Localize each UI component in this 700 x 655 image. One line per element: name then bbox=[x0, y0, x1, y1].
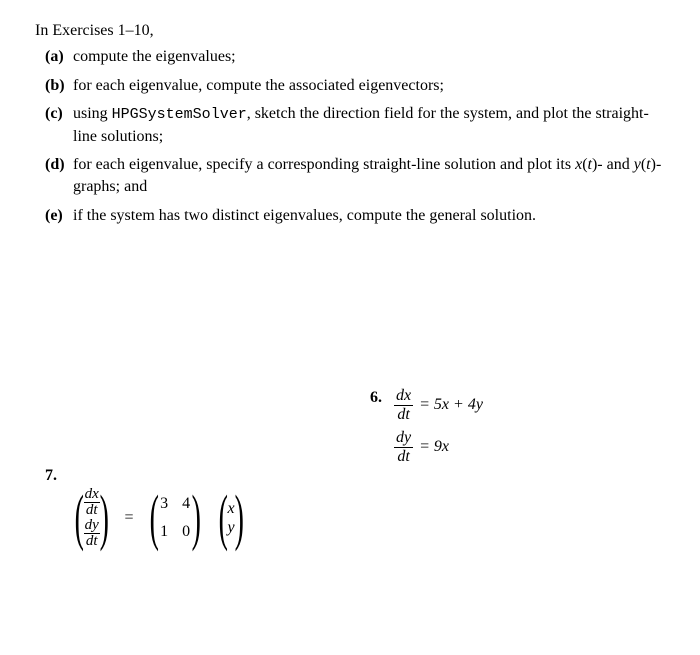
fraction: dx dt bbox=[394, 387, 413, 423]
equals-sign: = bbox=[124, 507, 133, 529]
code-text: HPGSystemSolver bbox=[112, 106, 247, 123]
instruction-e: (e) if the system has two distinct eigen… bbox=[45, 205, 665, 227]
instruction-list: (a) compute the eigenvalues; (b) for eac… bbox=[35, 46, 665, 227]
item-label: (b) bbox=[45, 75, 73, 97]
paren-left: ( bbox=[149, 487, 158, 549]
paren-right: ) bbox=[192, 487, 201, 549]
item-label: (e) bbox=[45, 205, 73, 227]
frac-num: dx bbox=[84, 487, 100, 503]
vec-cell: y bbox=[227, 518, 234, 537]
fraction: dy dt bbox=[394, 429, 413, 465]
fraction: dx dt bbox=[84, 487, 100, 518]
xy-vector: ( x y ) bbox=[213, 487, 249, 549]
paren-right: ) bbox=[100, 487, 109, 549]
paren-right: ) bbox=[234, 487, 243, 549]
problem-6: 6. dx dt = 5x + 4y dy dt = 9x bbox=[370, 387, 483, 471]
problem-7: 7. ( dx dt dy bbox=[45, 487, 249, 549]
item-text: if the system has two distinct eigenvalu… bbox=[73, 205, 665, 227]
frac-num: dy bbox=[394, 429, 413, 448]
equation-block: dx dt = 5x + 4y dy dt = 9x bbox=[394, 387, 483, 471]
instruction-d: (d) for each eigenvalue, specify a corre… bbox=[45, 154, 665, 199]
eq-rhs: = 5x + 4y bbox=[419, 394, 483, 416]
item-label: (d) bbox=[45, 154, 73, 199]
fraction: dy dt bbox=[84, 518, 100, 549]
eq-line-1: dx dt = 5x + 4y bbox=[394, 387, 483, 423]
frac-num: dy bbox=[84, 518, 100, 534]
instruction-b: (b) for each eigenvalue, compute the ass… bbox=[45, 75, 665, 97]
matrix-cell: 0 bbox=[182, 521, 190, 543]
exercise-header: In Exercises 1–10, bbox=[35, 20, 665, 42]
frac-den: dt bbox=[84, 534, 100, 549]
frac-num: dx bbox=[394, 387, 413, 406]
paren-left: ( bbox=[75, 487, 84, 549]
paren-left: ( bbox=[219, 487, 228, 549]
matrix-cell: 1 bbox=[160, 521, 168, 543]
item-text: for each eigenvalue, specify a correspon… bbox=[73, 154, 665, 199]
frac-den: dt bbox=[394, 406, 413, 424]
item-label: (c) bbox=[45, 103, 73, 148]
matrix-equation: ( dx dt dy dt bbox=[69, 487, 249, 549]
eq-line-2: dy dt = 9x bbox=[394, 429, 483, 465]
problem-number: 7. bbox=[45, 465, 57, 487]
instruction-a: (a) compute the eigenvalues; bbox=[45, 46, 665, 68]
eq-rhs: = 9x bbox=[419, 436, 449, 458]
matrix-cell: 4 bbox=[182, 493, 190, 515]
item-text: for each eigenvalue, compute the associa… bbox=[73, 75, 665, 97]
lhs-vector: ( dx dt dy dt bbox=[69, 487, 114, 549]
frac-den: dt bbox=[84, 503, 100, 518]
problem-number: 6. bbox=[370, 387, 382, 409]
instruction-c: (c) using HPGSystemSolver, sketch the di… bbox=[45, 103, 665, 148]
problems-area: 6. dx dt = 5x + 4y dy dt = 9x 7. bbox=[35, 347, 665, 627]
item-label: (a) bbox=[45, 46, 73, 68]
frac-den: dt bbox=[394, 448, 413, 466]
vec-cell: x bbox=[227, 499, 234, 518]
coefficient-matrix: ( 3 4 1 0 ) bbox=[144, 487, 207, 549]
item-text: compute the eigenvalues; bbox=[73, 46, 665, 68]
text-pre: using bbox=[73, 105, 112, 122]
item-text: using HPGSystemSolver, sketch the direct… bbox=[73, 103, 665, 148]
matrix-cell: 3 bbox=[160, 493, 168, 515]
